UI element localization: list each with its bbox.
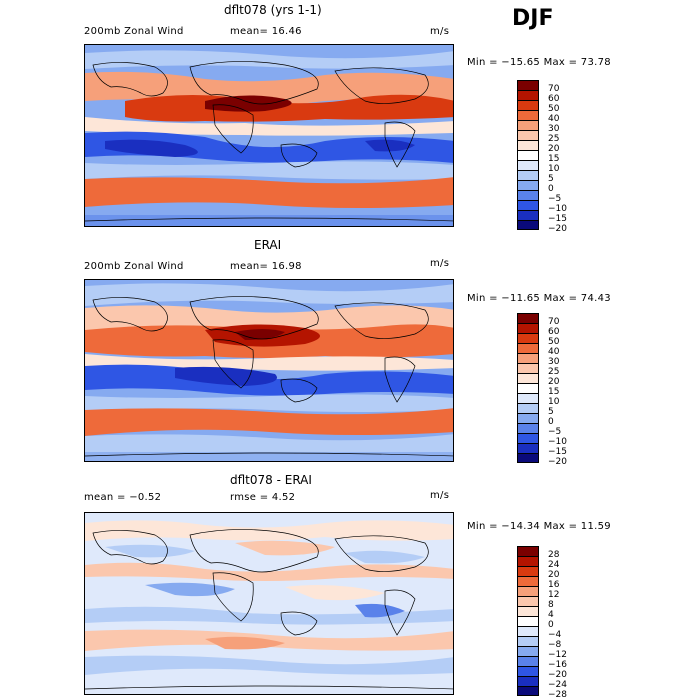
- colorbar-tick: 60: [548, 94, 560, 104]
- colorbar-tick: −10: [548, 437, 567, 447]
- panel3-mean-label: mean = −0.52: [84, 492, 162, 503]
- panel1-map: [84, 44, 454, 227]
- colorbar-tick: 15: [548, 154, 560, 164]
- colorbar-tick: 50: [548, 337, 560, 347]
- panel1-variable-label: 200mb Zonal Wind: [84, 26, 184, 37]
- panel2-colorbar: [517, 313, 539, 463]
- colorbar-tick: 20: [548, 570, 560, 580]
- colorbar-tick: −8: [548, 640, 562, 650]
- colorbar-tick: 0: [548, 184, 554, 194]
- panel3-title: dflt078 - ERAI: [230, 473, 312, 487]
- colorbar-tick: 30: [548, 357, 560, 367]
- colorbar-tick: −28: [548, 690, 567, 700]
- colorbar-tick: 0: [548, 417, 554, 427]
- colorbar-tick: −15: [548, 214, 567, 224]
- colorbar-tick: −5: [548, 194, 562, 204]
- colorbar-tick: −20: [548, 670, 567, 680]
- panel3-minmax-label: Min = −14.34 Max = 11.59: [467, 521, 611, 532]
- panel2-mean-label: mean= 16.98: [230, 261, 302, 272]
- colorbar-tick: 15: [548, 387, 560, 397]
- panel3-map-svg: [85, 513, 453, 694]
- colorbar-tick: 40: [548, 347, 560, 357]
- panel3-colorbar: [517, 546, 539, 696]
- colorbar-tick: 10: [548, 397, 560, 407]
- colorbar-tick: 5: [548, 174, 554, 184]
- colorbar-tick: 24: [548, 560, 560, 570]
- colorbar-tick: 10: [548, 164, 560, 174]
- colorbar-tick: −4: [548, 630, 562, 640]
- panel1-mean-label: mean= 16.46: [230, 26, 302, 37]
- colorbar-tick: 70: [548, 84, 560, 94]
- colorbar-tick: −16: [548, 660, 567, 670]
- colorbar-tick: 25: [548, 367, 560, 377]
- colorbar-tick: 16: [548, 580, 560, 590]
- colorbar-tick: −15: [548, 447, 567, 457]
- colorbar-tick: 5: [548, 407, 554, 417]
- panel2-minmax-label: Min = −11.65 Max = 74.43: [467, 293, 611, 304]
- colorbar-tick: −10: [548, 204, 567, 214]
- panel1-title: dflt078 (yrs 1-1): [224, 3, 322, 17]
- panel2-title: ERAI: [254, 238, 282, 252]
- colorbar-tick: −24: [548, 680, 567, 690]
- panel2-units-label: m/s: [430, 258, 450, 269]
- colorbar-tick: 4: [548, 610, 554, 620]
- colorbar-tick: 12: [548, 590, 560, 600]
- colorbar-tick: 40: [548, 114, 560, 124]
- colorbar-tick: 28: [548, 550, 560, 560]
- colorbar-tick: −20: [548, 457, 567, 467]
- colorbar-tick: 70: [548, 317, 560, 327]
- colorbar-tick: 8: [548, 600, 554, 610]
- panel1-map-svg: [85, 45, 453, 226]
- panel2-map: [84, 279, 454, 462]
- colorbar-tick: 60: [548, 327, 560, 337]
- colorbar-tick: −5: [548, 427, 562, 437]
- colorbar-tick: 0: [548, 620, 554, 630]
- season-label: DJF: [512, 6, 554, 31]
- panel1-colorbar: [517, 80, 539, 230]
- colorbar-tick: 20: [548, 377, 560, 387]
- colorbar-tick: −12: [548, 650, 567, 660]
- colorbar-tick: 50: [548, 104, 560, 114]
- colorbar-tick: 25: [548, 134, 560, 144]
- colorbar-tick: 20: [548, 144, 560, 154]
- panel1-minmax-label: Min = −15.65 Max = 73.78: [467, 57, 611, 68]
- panel1-units-label: m/s: [430, 26, 450, 37]
- colorbar-tick: 30: [548, 124, 560, 134]
- panel2-map-svg: [85, 280, 453, 461]
- panel3-units-label: m/s: [430, 490, 450, 501]
- panel3-map: [84, 512, 454, 695]
- panel3-rmse-label: rmse = 4.52: [230, 492, 296, 503]
- panel2-variable-label: 200mb Zonal Wind: [84, 261, 184, 272]
- colorbar-tick: −20: [548, 224, 567, 234]
